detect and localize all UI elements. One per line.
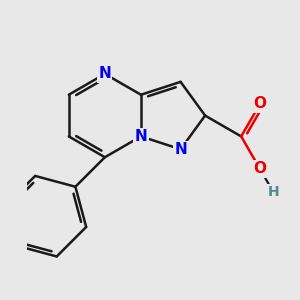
Text: N: N	[174, 142, 187, 157]
Text: O: O	[254, 161, 266, 176]
Text: H: H	[268, 185, 279, 200]
Text: N: N	[98, 66, 111, 81]
Text: O: O	[254, 96, 266, 111]
Text: N: N	[135, 129, 147, 144]
